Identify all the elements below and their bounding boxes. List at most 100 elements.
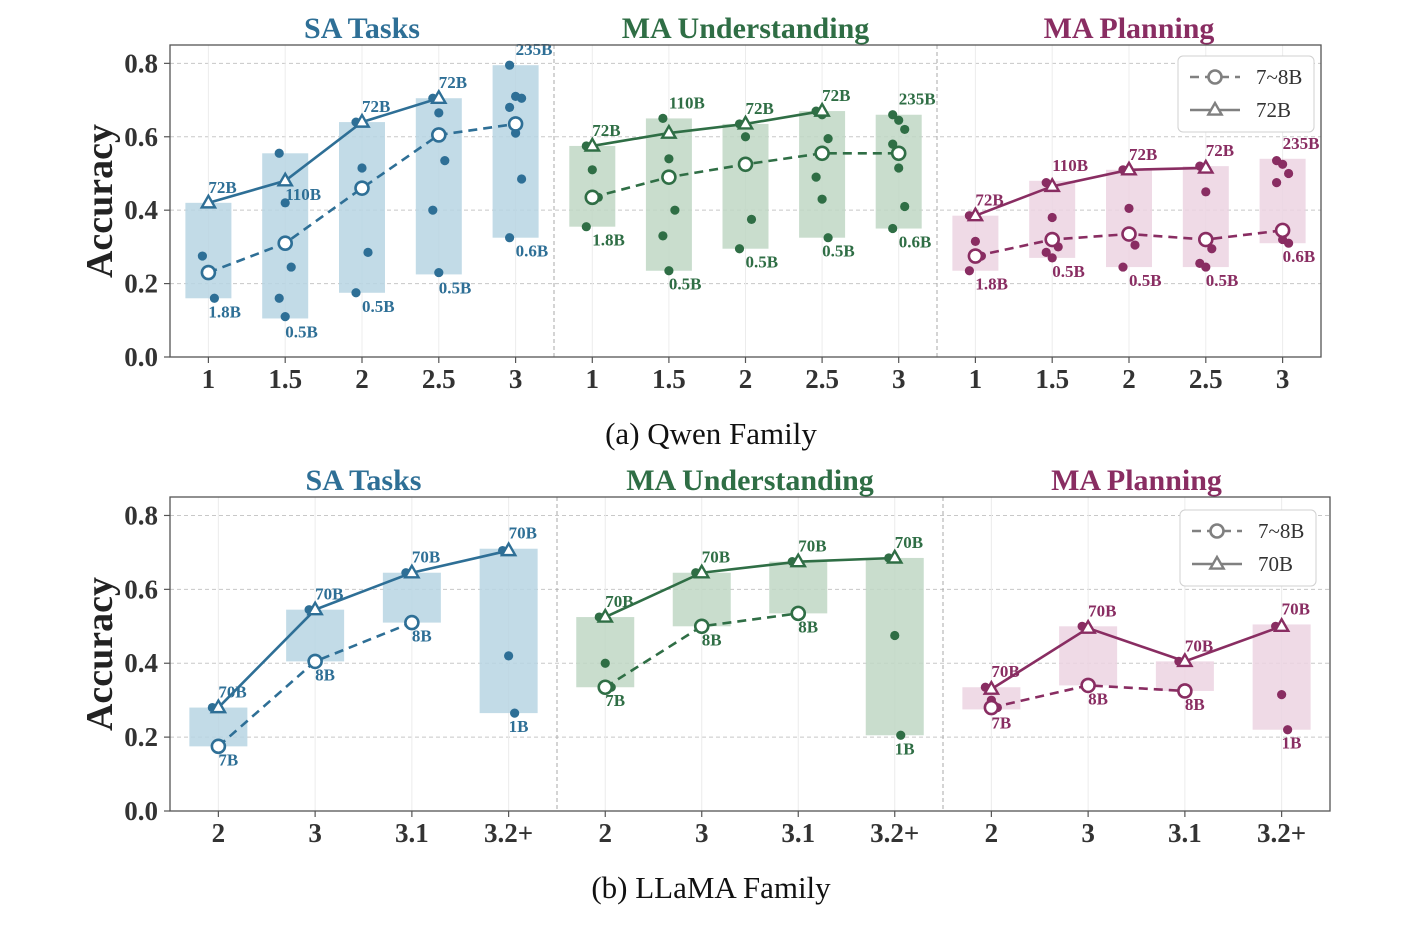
point-label: 1.8B <box>975 275 1008 294</box>
point-label: 0.5B <box>1129 271 1162 290</box>
model-point <box>1277 690 1287 700</box>
series-line-large <box>592 109 823 148</box>
model-point <box>517 174 527 184</box>
model-point <box>896 730 906 740</box>
series-marker-circle <box>1080 677 1096 694</box>
panel-title: MA Planning <box>1044 12 1215 45</box>
series-marker-circle <box>983 699 1000 716</box>
x-tick-label: 2 <box>739 364 753 394</box>
series-marker-circle <box>354 180 370 196</box>
point-label: 7B <box>605 691 625 710</box>
plot-frame <box>169 44 1322 358</box>
point-label: 72B <box>592 121 620 140</box>
point-label: 70B <box>1185 636 1213 655</box>
point-label: 7B <box>991 713 1011 732</box>
point-label: 0.6B <box>899 233 932 252</box>
point-label: 70B <box>702 548 730 567</box>
model-point <box>890 630 900 641</box>
range-box <box>722 123 769 249</box>
series-marker-triangle <box>1079 618 1097 634</box>
range-box <box>415 98 462 275</box>
series-marker-circle <box>1198 231 1214 248</box>
series-marker-circle <box>737 156 754 173</box>
range-box <box>1106 169 1152 268</box>
point-label: 72B <box>439 73 467 92</box>
model-point <box>970 236 981 246</box>
x-tick-label: 2 <box>985 818 999 848</box>
series-marker-triangle <box>789 552 807 568</box>
model-point <box>817 194 827 204</box>
series-marker-circle <box>277 235 294 252</box>
panel-ma_p: MA Planning 70B 7B 70B 8B 70B 8B 70B 1B 2 3 3.1 3.2+ <box>942 464 1311 848</box>
range-box <box>569 145 616 227</box>
model-point <box>900 201 910 212</box>
model-point <box>740 132 751 142</box>
x-tick-label: 3 <box>1276 364 1290 394</box>
point-label: 72B <box>208 178 236 197</box>
x-tick-label: 3 <box>1081 818 1095 848</box>
series-marker-triangle <box>1043 176 1061 193</box>
y-tick-label: 0.6 <box>124 574 158 604</box>
panel-sa: SA Tasks 72B 1.8B 110B 0.5B 72B 0.5B 72B 0.5B 235… <box>185 12 552 394</box>
panel-ma_u: MA Understanding 70B 7B 70B 8B 70B 8B 70B 1B 2 3 3.… <box>556 464 924 848</box>
model-point <box>209 293 219 303</box>
panel-title: SA Tasks <box>306 464 422 497</box>
model-point <box>1130 240 1140 250</box>
point-label: 70B <box>895 533 923 552</box>
x-tick-label: 2 <box>1122 364 1136 394</box>
x-tick-label: 3.1 <box>781 818 815 848</box>
y-tick-label: 0.8 <box>124 500 158 530</box>
range-box <box>492 65 539 238</box>
point-label: 72B <box>1206 141 1234 160</box>
model-point <box>280 198 290 208</box>
range-box <box>286 609 345 662</box>
model-point <box>1041 247 1051 257</box>
point-label: 70B <box>509 524 537 543</box>
series-marker-circle <box>1121 226 1137 242</box>
model-point <box>587 165 597 175</box>
chart-1: 0.0 0.2 0.4 0.6 0.8 Accuracy SA Tasks 70B 7B 70B 8… <box>79 464 1331 905</box>
legend-marker-triangle <box>1206 100 1224 116</box>
point-label: 8B <box>798 617 818 636</box>
y-tick-label: 0.4 <box>124 648 158 678</box>
series-line-large <box>604 556 895 619</box>
model-point <box>286 262 296 272</box>
model-point <box>505 233 515 243</box>
x-tick-label: 3.2+ <box>1257 818 1306 848</box>
point-label: 0.5B <box>362 297 395 316</box>
series-marker-triangle <box>596 607 614 623</box>
point-label: 235B <box>899 90 936 109</box>
range-box <box>645 118 692 271</box>
series-marker-triangle <box>1272 616 1291 633</box>
series-marker-triangle <box>209 698 228 714</box>
model-point <box>517 93 527 103</box>
series-marker-circle <box>210 738 227 755</box>
x-tick-label: 1 <box>202 364 216 394</box>
model-point <box>658 113 668 124</box>
x-tick-label: 1 <box>969 364 983 394</box>
series-marker-circle <box>661 169 677 185</box>
x-tick-label: 3 <box>892 364 906 394</box>
point-label: 1B <box>895 739 915 758</box>
model-point <box>280 312 290 322</box>
y-tick-label: 0.8 <box>124 48 158 78</box>
range-box <box>576 617 635 688</box>
series-marker-circle <box>200 264 217 281</box>
model-point <box>734 244 745 254</box>
series-marker-triangle <box>982 679 1001 695</box>
legend: 7~8B 72B <box>1177 55 1315 133</box>
range-box <box>339 122 385 293</box>
model-point <box>1118 262 1128 272</box>
series-marker-circle <box>307 653 323 670</box>
point-label: 0.5B <box>1052 262 1085 281</box>
panel-title: MA Understanding <box>622 12 870 45</box>
legend-label-large: 70B <box>1258 552 1293 576</box>
model-point <box>823 233 833 243</box>
point-label: 0.5B <box>1206 271 1239 290</box>
model-point <box>505 60 515 70</box>
range-box <box>185 202 232 299</box>
point-label: 72B <box>975 191 1003 210</box>
point-label: 1B <box>1282 734 1302 753</box>
